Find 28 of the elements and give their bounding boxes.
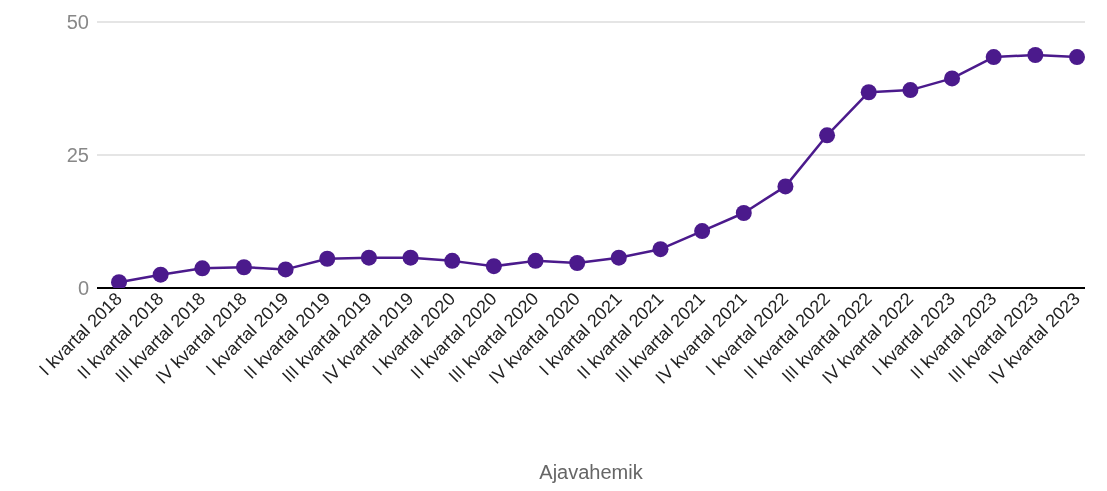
point bbox=[111, 274, 127, 288]
point bbox=[1027, 46, 1044, 63]
y-tick-label: 0 bbox=[77, 277, 89, 300]
point bbox=[235, 259, 252, 276]
point bbox=[444, 252, 461, 269]
point bbox=[694, 223, 711, 240]
point bbox=[402, 249, 419, 266]
point bbox=[319, 250, 336, 267]
point bbox=[485, 258, 502, 275]
point bbox=[194, 260, 211, 277]
point bbox=[610, 249, 627, 266]
point bbox=[944, 70, 961, 87]
point bbox=[902, 82, 919, 99]
point bbox=[152, 266, 169, 283]
point bbox=[569, 255, 586, 271]
point bbox=[527, 252, 544, 269]
point bbox=[860, 84, 877, 101]
point bbox=[277, 261, 294, 278]
x-axis-title: Ajavahemik bbox=[539, 461, 644, 483]
point bbox=[735, 204, 752, 221]
point bbox=[652, 241, 669, 258]
point bbox=[819, 127, 836, 144]
y-tick-label: 50 bbox=[66, 11, 89, 34]
point bbox=[360, 249, 377, 266]
point bbox=[1069, 49, 1085, 66]
point bbox=[985, 49, 1002, 66]
y-tick-label: 25 bbox=[66, 144, 89, 167]
point bbox=[777, 178, 794, 195]
